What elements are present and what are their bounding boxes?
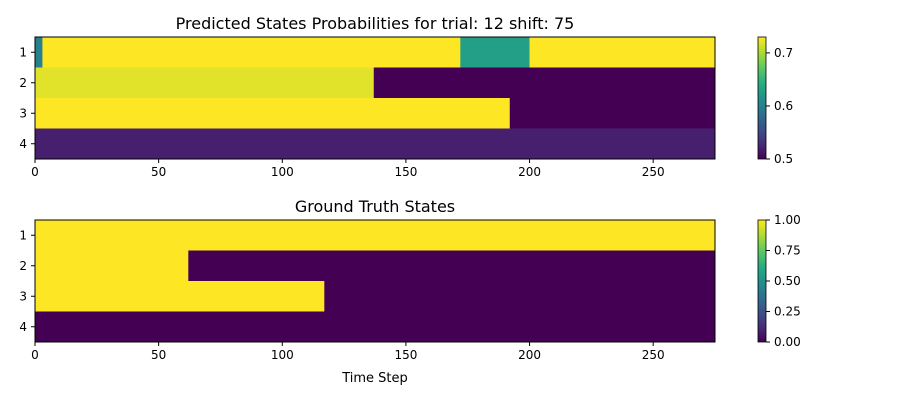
y-tick-label: 1	[19, 45, 27, 59]
x-tick-label: 100	[271, 165, 294, 179]
top-plot-frame	[34, 36, 716, 160]
bottom-heatmap	[35, 220, 716, 343]
y-tick-label: 1	[19, 228, 27, 242]
bottom-x-axis-label: Time Step	[341, 371, 408, 386]
x-tick-label: 200	[518, 165, 541, 179]
x-tick-label: 150	[394, 348, 417, 362]
heatmap-cell	[35, 67, 375, 99]
heatmap-cell	[35, 128, 716, 160]
heatmap-cell	[35, 98, 511, 129]
colorbar-tick-label: 0.5	[774, 152, 793, 166]
colorbar-tick-label: 0.25	[774, 305, 801, 319]
x-tick-label: 50	[151, 165, 166, 179]
top-heatmap	[35, 37, 716, 160]
y-tick-label: 2	[19, 259, 27, 273]
y-tick-label: 2	[19, 76, 27, 90]
x-tick-label: 150	[394, 165, 417, 179]
heatmap-cell	[509, 98, 716, 129]
heatmap-cell	[324, 281, 716, 312]
heatmap-cell	[35, 220, 716, 251]
heatmap-cell	[35, 37, 43, 68]
heatmap-cell	[188, 250, 716, 282]
top-chart-title: Predicted States Probabilities for trial…	[176, 14, 575, 33]
x-tick-label: 100	[271, 348, 294, 362]
colorbar-tick-label: 0.75	[774, 244, 801, 258]
top-y-axis: 1 2 3 4	[19, 45, 35, 151]
bottom-y-axis: 1 2 3 4	[19, 228, 35, 334]
bottom-x-axis: 0 50 100 150 200 250	[31, 342, 665, 362]
top-x-axis: 0 50 100 150 200 250	[31, 159, 665, 179]
x-tick-label: 250	[642, 348, 665, 362]
heatmap-cell	[35, 250, 189, 282]
colorbar-tick-label: 0.50	[774, 274, 801, 288]
bottom-colorbar	[757, 219, 767, 343]
x-tick-label: 0	[31, 348, 39, 362]
colorbar-tick-label: 0.6	[774, 99, 793, 113]
heatmap-cell	[529, 37, 716, 68]
y-tick-label: 4	[19, 137, 27, 151]
x-tick-label: 200	[518, 348, 541, 362]
bottom-chart-title: Ground Truth States	[295, 197, 455, 216]
colorbar-tick-label: 0.00	[774, 335, 801, 349]
x-tick-label: 50	[151, 348, 166, 362]
heatmap-cell	[42, 37, 461, 68]
x-tick-label: 0	[31, 165, 39, 179]
bottom-plot-frame	[34, 219, 716, 343]
heatmap-cell	[35, 311, 716, 343]
colorbar-tick-label: 1.00	[774, 213, 801, 227]
heatmap-cell	[35, 281, 325, 312]
x-tick-label: 250	[642, 165, 665, 179]
y-tick-label: 3	[19, 106, 27, 120]
bottom-colorbar-ticks: 0.00 0.25 0.50 0.75 1.00	[766, 213, 801, 349]
heatmap-cell	[373, 67, 716, 99]
heatmap-cell	[460, 37, 530, 68]
top-colorbar	[757, 36, 767, 160]
top-colorbar-ticks: 0.5 0.6 0.7	[766, 46, 793, 166]
y-tick-label: 3	[19, 289, 27, 303]
y-tick-label: 4	[19, 320, 27, 334]
colorbar-tick-label: 0.7	[774, 46, 793, 60]
